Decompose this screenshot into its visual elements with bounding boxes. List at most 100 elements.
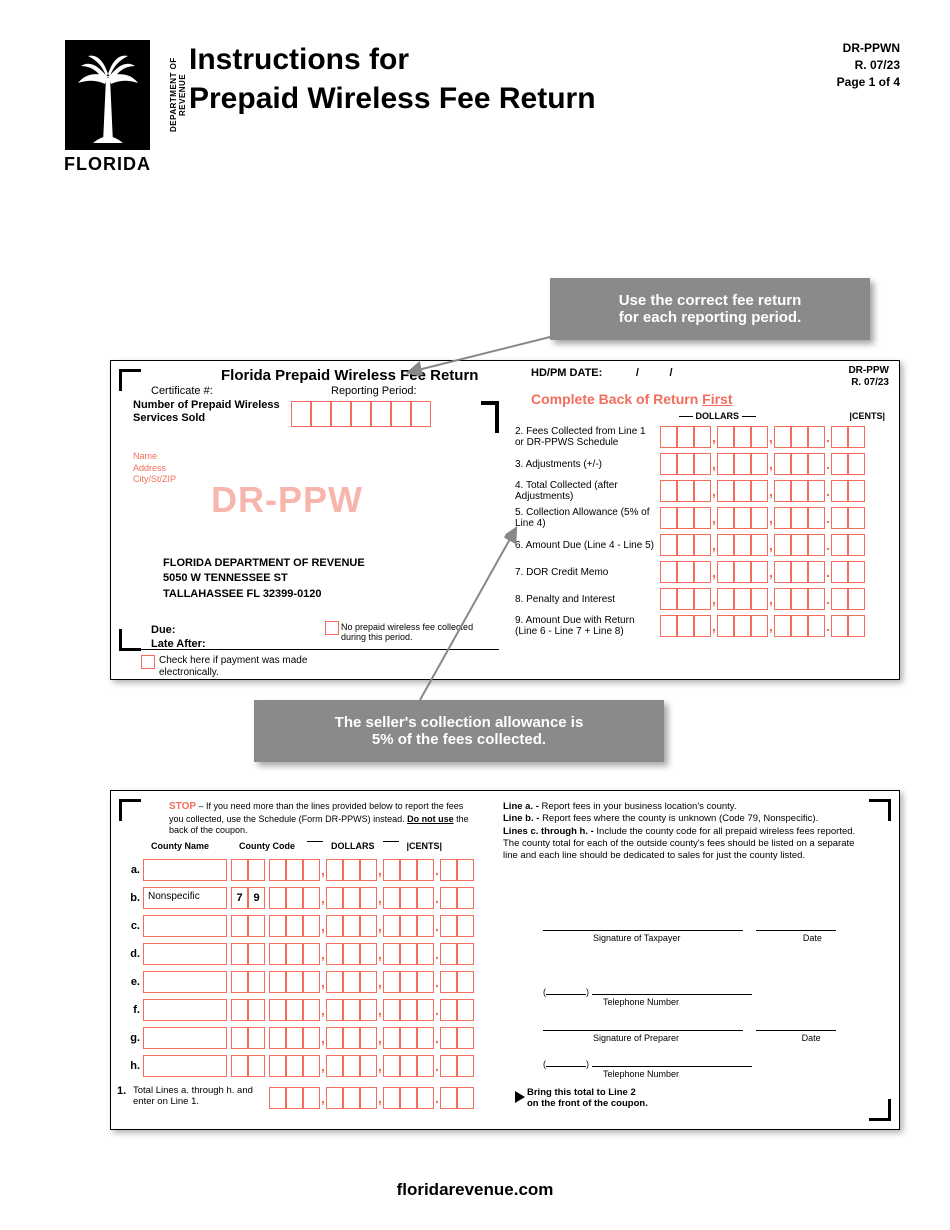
callout1-line1: Use the correct fee return xyxy=(572,292,848,309)
callout2-line2: 5% of the fees collected. xyxy=(276,731,642,748)
county-name-b[interactable]: Nonspecific xyxy=(143,887,227,909)
electronic-pay-label: Check here if payment was made electroni… xyxy=(159,655,309,679)
florida-logo: DEPARTMENT OF REVENUE FLORIDA xyxy=(50,40,165,175)
line-6: 6. Amount Due (Line 4 - Line 5) ,,. xyxy=(515,533,895,557)
line-8: 8. Penalty and Interest ,,. xyxy=(515,587,895,611)
form-code: DR-PPWN xyxy=(837,40,900,57)
signature-preparer-line[interactable] xyxy=(543,1030,743,1031)
county-code-e[interactable] xyxy=(231,971,265,993)
name-address-placeholder: Name Address City/St/ZIP xyxy=(133,451,176,486)
triangle-icon xyxy=(515,1091,525,1103)
line-instructions: Line a. - Report fees in your business l… xyxy=(503,801,863,863)
line-4-amount[interactable]: ,,. xyxy=(660,480,865,502)
county-name-f[interactable] xyxy=(143,999,227,1021)
cents-header: |CENTS| xyxy=(849,411,885,421)
title-line-1: Instructions for xyxy=(189,40,900,79)
county-name-h[interactable] xyxy=(143,1055,227,1077)
amount-h[interactable]: ,,. xyxy=(269,1055,474,1077)
electronic-pay-checkbox[interactable] xyxy=(141,655,155,669)
fee-lines: 2. Fees Collected from Line 1 or DR-PPWS… xyxy=(515,425,895,641)
line-6-amount[interactable]: ,,. xyxy=(660,534,865,556)
page-title: Instructions for Prepaid Wireless Fee Re… xyxy=(189,40,900,118)
amount-c[interactable]: ,,. xyxy=(269,915,474,937)
line-4: 4. Total Collected (after Adjustments) ,… xyxy=(515,479,895,503)
form-id-block: DR-PPWN R. 07/23 Page 1 of 4 xyxy=(837,40,900,90)
amount-f[interactable]: ,,. xyxy=(269,999,474,1021)
county-code-g[interactable] xyxy=(231,1027,265,1049)
county-grid-header: County Name County Code DOLLARS |CENTS| xyxy=(151,841,442,851)
amount-b[interactable]: ,,. xyxy=(269,887,474,909)
embedded-form-id: DR-PPW R. 07/23 xyxy=(848,365,889,389)
complete-back-first: Complete Back of Return First xyxy=(531,391,732,407)
county-row-h: h. ,,. xyxy=(125,1053,474,1078)
reporting-period-label: Reporting Period: xyxy=(331,385,417,397)
line-1-total-amount[interactable]: ,,. xyxy=(269,1087,474,1109)
amount-d[interactable]: ,,. xyxy=(269,943,474,965)
county-code-b[interactable]: 79 xyxy=(231,887,265,909)
title-line-2: Prepaid Wireless Fee Return xyxy=(189,79,900,118)
county-name-g[interactable] xyxy=(143,1027,227,1049)
corner-mark xyxy=(119,369,141,391)
signature-preparer-block: Signature of Preparer Date xyxy=(543,1023,836,1043)
stop-instruction: STOP – If you need more than the lines p… xyxy=(169,801,479,836)
amount-g[interactable]: ,,. xyxy=(269,1027,474,1049)
num-services-boxes[interactable] xyxy=(291,401,431,427)
signature-taxpayer-block: Signature of Taxpayer Date xyxy=(543,923,836,943)
county-code-h[interactable] xyxy=(231,1055,265,1077)
corner-mark xyxy=(869,799,891,821)
num-prepaid-label: Number of Prepaid Wireless Services Sold xyxy=(133,399,283,425)
callout-reporting-period: Use the correct fee return for each repo… xyxy=(550,278,870,340)
line-2-amount[interactable]: ,,. xyxy=(660,426,865,448)
form-revision: R. 07/23 xyxy=(837,57,900,74)
header: DEPARTMENT OF REVENUE FLORIDA Instructio… xyxy=(50,40,900,175)
county-grid: a. ,,. b. Nonspecific 79 ,,. c. ,,. d. xyxy=(125,857,474,1081)
county-name-c[interactable] xyxy=(143,915,227,937)
callout1-line2: for each reporting period. xyxy=(572,309,848,326)
footer-url: floridarevenue.com xyxy=(0,1180,950,1200)
watermark: DR-PPW xyxy=(211,479,363,521)
county-code-f[interactable] xyxy=(231,999,265,1021)
line-3-amount[interactable]: ,,. xyxy=(660,453,865,475)
county-row-f: f. ,,. xyxy=(125,997,474,1022)
line-5: 5. Collection Allowance (5% of Line 4) ,… xyxy=(515,506,895,530)
county-code-d[interactable] xyxy=(231,943,265,965)
corner-mark xyxy=(869,1099,891,1121)
county-row-b: b. Nonspecific 79 ,,. xyxy=(125,885,474,910)
palm-tree-icon xyxy=(73,48,143,143)
telephone-preparer-line[interactable] xyxy=(592,1066,752,1067)
county-name-d[interactable] xyxy=(143,943,227,965)
page: DEPARTMENT OF REVENUE FLORIDA Instructio… xyxy=(0,0,950,1230)
line-2: 2. Fees Collected from Line 1 or DR-PPWS… xyxy=(515,425,895,449)
line-9-amount[interactable]: ,,. xyxy=(660,615,865,637)
form-panel-back: STOP – If you need more than the lines p… xyxy=(110,790,900,1130)
county-name-e[interactable] xyxy=(143,971,227,993)
florida-text: FLORIDA xyxy=(50,154,165,175)
date-taxpayer-line[interactable] xyxy=(756,930,836,931)
line-7-amount[interactable]: ,,. xyxy=(660,561,865,583)
line-7: 7. DOR Credit Memo ,,. xyxy=(515,560,895,584)
county-code-c[interactable] xyxy=(231,915,265,937)
telephone-taxpayer-line[interactable] xyxy=(592,994,752,995)
no-fee-checkbox[interactable] xyxy=(325,621,339,635)
dor-address: FLORIDA DEPARTMENT OF REVENUE 5050 W TEN… xyxy=(163,556,365,602)
date-preparer-line[interactable] xyxy=(756,1030,836,1031)
callout-collection-allowance: The seller's collection allowance is 5% … xyxy=(254,700,664,762)
line-1-total-label: Total Lines a. through h. and enter on L… xyxy=(133,1085,263,1108)
county-row-d: d. ,,. xyxy=(125,941,474,966)
amount-e[interactable]: ,,. xyxy=(269,971,474,993)
county-row-e: e. ,,. xyxy=(125,969,474,994)
arrow-callout2 xyxy=(405,525,525,705)
line-5-amount[interactable]: ,,. xyxy=(660,507,865,529)
logo-box xyxy=(65,40,150,150)
telephone-taxpayer-block: () Telephone Number xyxy=(543,987,752,1007)
dept-of-revenue-label: DEPARTMENT OF REVENUE xyxy=(169,40,187,150)
telephone-preparer-block: () Telephone Number xyxy=(543,1059,752,1079)
signature-taxpayer-line[interactable] xyxy=(543,930,743,931)
amount-a[interactable]: ,,. xyxy=(269,859,474,881)
dollars-header: DOLLARS xyxy=(679,411,756,421)
line-8-amount[interactable]: ,,. xyxy=(660,588,865,610)
corner-mark xyxy=(119,629,141,651)
county-name-a[interactable] xyxy=(143,859,227,881)
county-code-a[interactable] xyxy=(231,859,265,881)
line-1-number: 1. xyxy=(117,1085,126,1097)
